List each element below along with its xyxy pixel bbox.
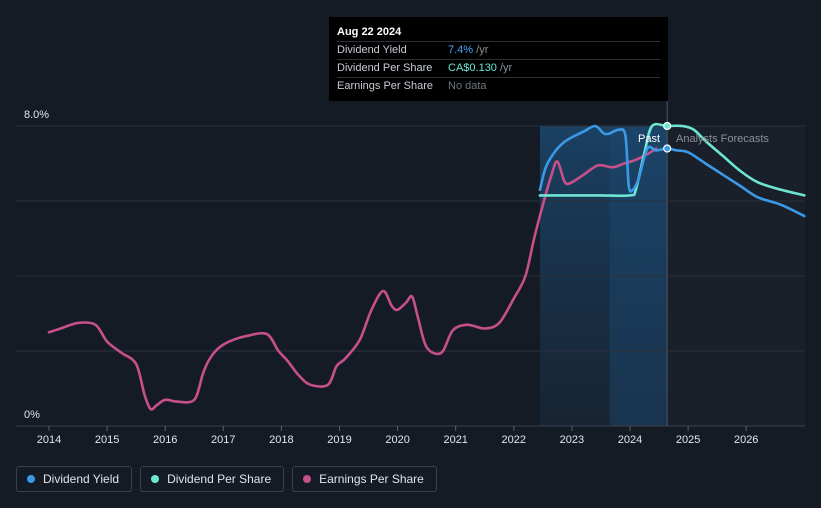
tooltip-unit: /yr	[473, 44, 489, 56]
past-label: Past	[638, 133, 660, 145]
tooltip-date: Aug 22 2024	[337, 26, 402, 38]
x-tick-label: 2025	[676, 434, 700, 446]
forecast-label: Analysts Forecasts	[676, 133, 769, 145]
x-tick-label: 2019	[327, 434, 351, 446]
x-tick-label: 2016	[153, 434, 177, 446]
tooltip-label: Earnings Per Share	[337, 80, 433, 92]
legend-dividend-per-share[interactable]: Dividend Per Share	[140, 466, 285, 492]
series-line-dividend-yield	[538, 124, 806, 218]
x-axis: 2014 2015 2016 2017 2018 2019 2020 2021 2022 2023…	[37, 426, 758, 446]
legend-label: Dividend Yield	[43, 472, 120, 486]
x-tick-label: 2020	[385, 434, 409, 446]
tooltip-value: 7.4%	[448, 44, 474, 56]
x-tick-label: 2023	[560, 434, 584, 446]
x-tick-label: 2026	[734, 434, 758, 446]
legend-dot-icon	[151, 475, 160, 483]
x-tick-label: 2018	[269, 434, 293, 446]
tooltip-value: CA$0.130	[448, 62, 497, 74]
legend: Dividend Yield Dividend Per Share Earnin…	[16, 466, 437, 492]
tooltip: Aug 22 2024 Dividend Yield 7.4% /yr Divi…	[329, 17, 668, 101]
tooltip-row-dividend-yield: Dividend Yield 7.4% /yr	[337, 41, 660, 59]
legend-dot-icon	[27, 475, 35, 483]
legend-dot-icon	[303, 475, 312, 483]
x-tick-label: 2022	[502, 434, 526, 446]
tooltip-label: Dividend Per Share	[337, 62, 433, 74]
tooltip-value: No data	[448, 80, 487, 92]
y-axis: 8.0% 0%	[24, 109, 49, 421]
tooltip-row-earnings-per-share: Earnings Per Share No data	[337, 77, 660, 95]
legend-earnings-per-share[interactable]: Earnings Per Share	[292, 466, 437, 492]
legend-label: Earnings Per Share	[319, 472, 424, 486]
y-tick-label: 8.0%	[24, 109, 49, 121]
x-tick-label: 2021	[443, 434, 467, 446]
x-tick-label: 2015	[95, 434, 119, 446]
series-line-earnings-per-share	[47, 147, 658, 411]
tooltip-unit: /yr	[496, 62, 513, 74]
chart-markers	[663, 101, 672, 426]
marker-dot-dividend-yield	[663, 144, 672, 153]
marker-dot-dividend-per-share	[663, 121, 672, 131]
legend-dividend-yield[interactable]: Dividend Yield	[16, 466, 133, 492]
x-tick-label: 2024	[618, 434, 642, 446]
x-tick-label: 2014	[37, 434, 61, 446]
legend-label: Dividend Per Share	[167, 472, 272, 486]
tooltip-row-dividend-per-share: Dividend Per Share CA$0.130 /yr	[337, 59, 660, 77]
y-tick-label: 0%	[24, 409, 40, 421]
x-tick-label: 2017	[211, 434, 235, 446]
tooltip-label: Dividend Yield	[337, 44, 407, 56]
